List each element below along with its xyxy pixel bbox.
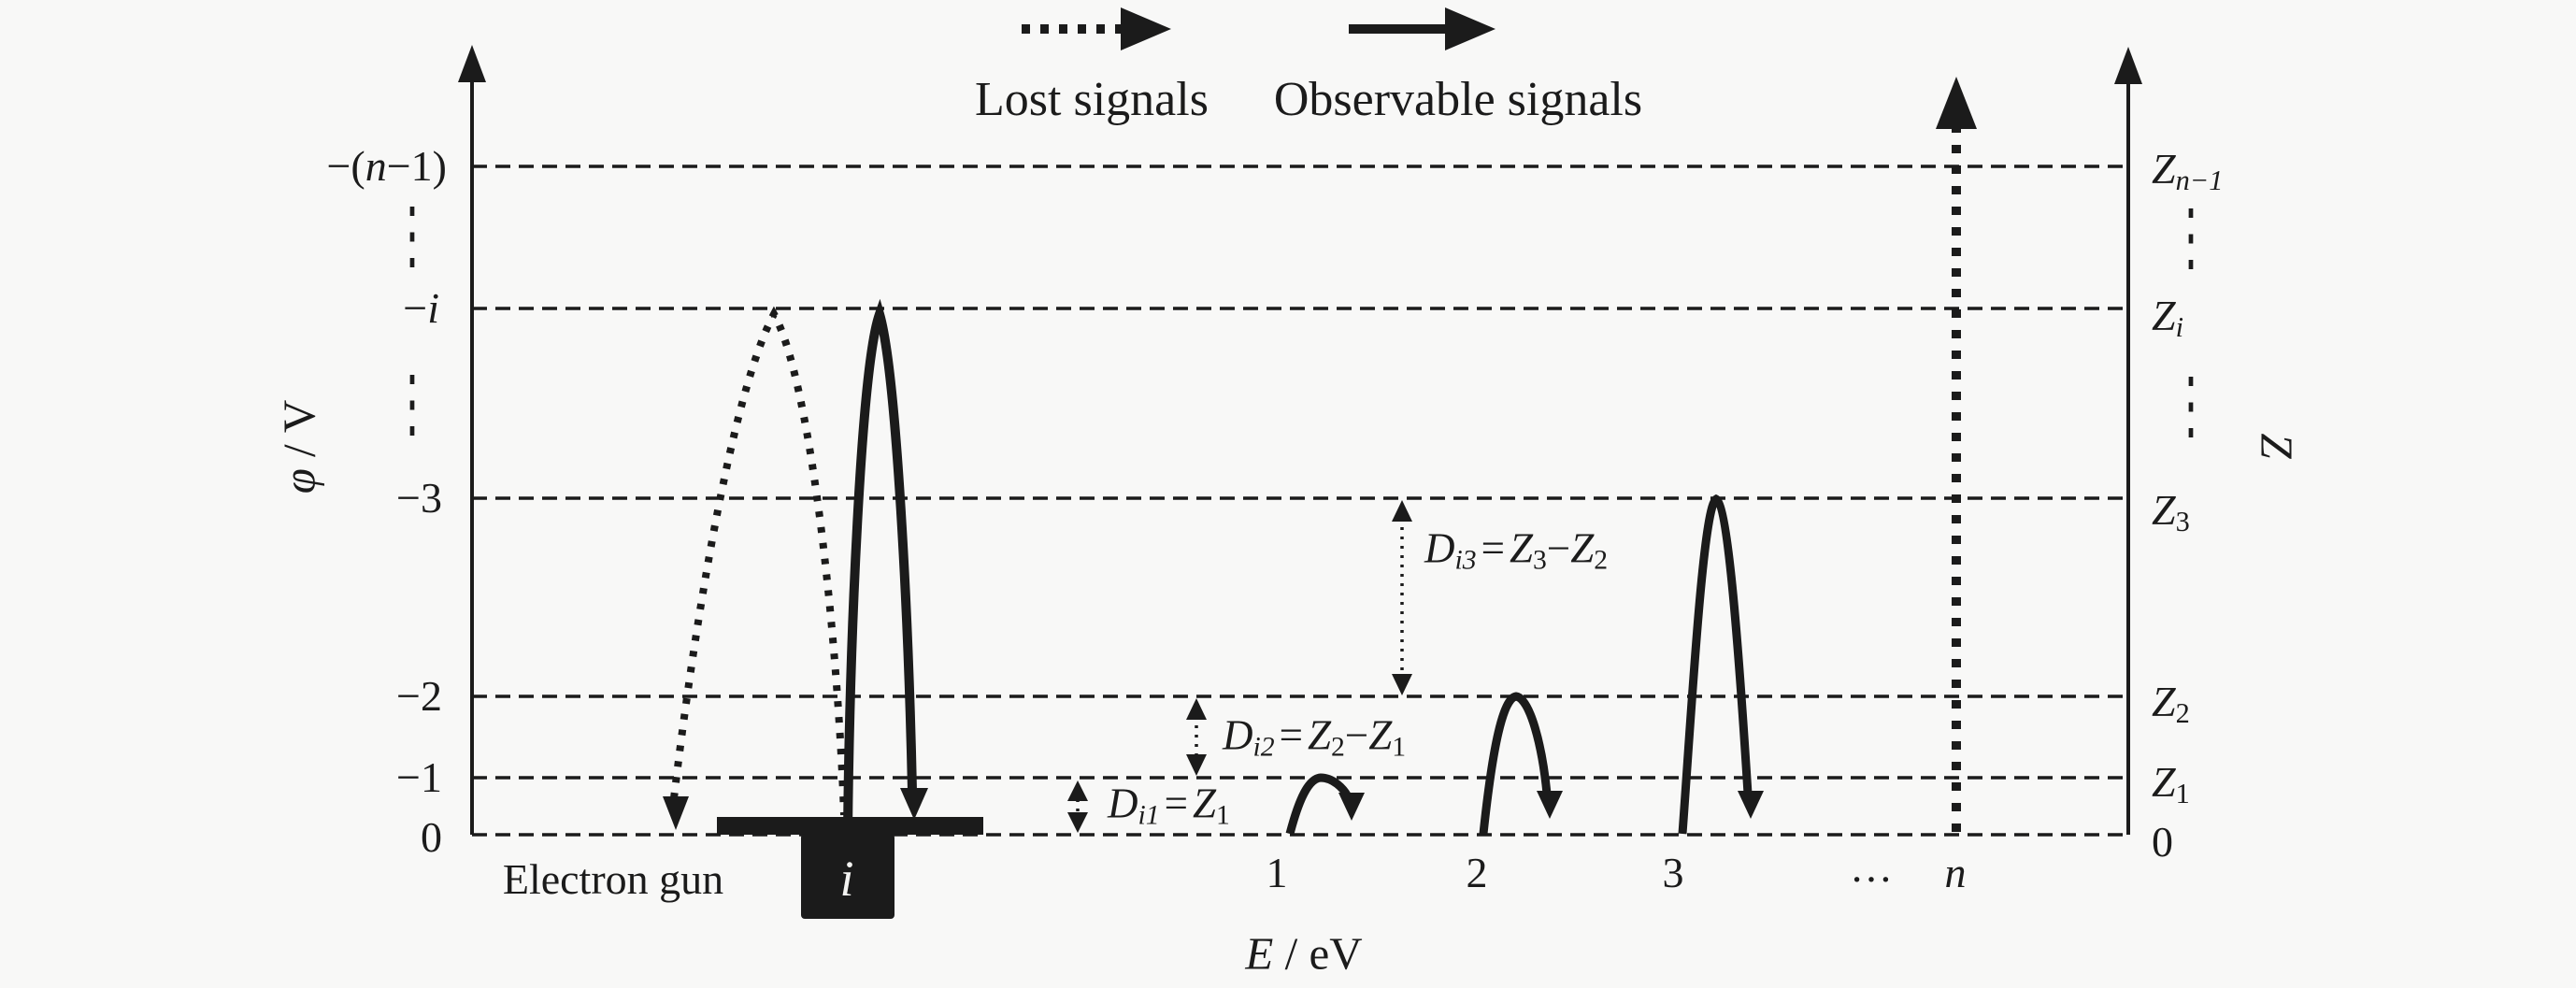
gun-channel-i-label: i — [839, 851, 854, 907]
left-tick-neg-n1-pre: −( — [326, 142, 365, 190]
right-axis-ellipsis-upper: ⋮ — [2169, 194, 2212, 279]
observable-peak-3 — [1678, 494, 1753, 835]
annotation-d3-minus: − — [1546, 524, 1571, 572]
annotation-d1-eq: = — [1164, 780, 1188, 827]
bottom-axis-title: E / eV — [1245, 931, 1362, 977]
right-tick-z-2-sub: 2 — [2175, 696, 2190, 729]
right-tick-z-i: Zi — [2152, 292, 2183, 341]
electron-gun-bar — [717, 817, 983, 835]
observable-peak-2 — [1479, 692, 1552, 835]
right-tick-z-3-symbol: Z — [2152, 486, 2176, 534]
d3-measure-arrowhead-up — [1392, 500, 1412, 522]
d3-measure-arrowhead-down — [1392, 674, 1412, 695]
legend-lost-arrowhead — [1121, 7, 1171, 50]
d1-measure-arrowhead-down — [1067, 812, 1088, 833]
left-tick-neg-i-var: i — [427, 284, 439, 332]
left-axis-title-unit: / V — [273, 399, 325, 469]
observable-peak-3-arrowhead — [1738, 791, 1764, 819]
right-tick-z-1-sub: 1 — [2175, 777, 2190, 809]
left-tick-zero: 0 — [421, 813, 442, 861]
right-tick-z-n1-symbol: Z — [2152, 145, 2176, 193]
left-tick-neg-2: −2 — [396, 672, 442, 720]
left-axis-title: φ / V — [273, 399, 325, 494]
d1-measure-arrowhead-up — [1067, 780, 1088, 801]
annotation-d3-D-sub: i3 — [1454, 545, 1477, 576]
bottom-tick-ellipsis: … — [1850, 843, 1893, 891]
legend-observable-label: Observable signals — [1273, 73, 1643, 126]
lost-signal-curve-i — [670, 306, 848, 816]
left-tick-neg-i-pre: − — [403, 284, 428, 332]
annotation-d2-D: D — [1223, 711, 1253, 759]
right-tick-zero: 0 — [2152, 818, 2173, 866]
annotation-d2-eq: = — [1279, 711, 1303, 759]
bottom-tick-3: 3 — [1662, 849, 1684, 896]
left-tick-neg-n1: −(n−1) — [326, 145, 447, 188]
left-tick-neg-3: −3 — [396, 474, 442, 522]
right-tick-z-3: Z3 — [2152, 486, 2190, 536]
observable-signal-curve-i-arrowhead — [900, 788, 928, 820]
annotation-d1-D-sub: i1 — [1138, 800, 1160, 831]
annotation-d2-minus: − — [1344, 711, 1369, 759]
annotation-d2-Zb-sub: 1 — [1392, 732, 1407, 763]
right-tick-z-2-symbol: Z — [2152, 678, 2176, 725]
left-tick-neg-1: −1 — [396, 753, 442, 801]
observable-peak-1-arrowhead — [1338, 793, 1365, 821]
bottom-tick-1: 1 — [1266, 849, 1288, 896]
annotation-d2-Zb: Z — [1368, 711, 1393, 759]
right-tick-z-3-sub: 3 — [2175, 505, 2190, 537]
left-axis-ellipsis-upper: ⋮ — [391, 193, 434, 277]
right-tick-z-i-sub: i — [2175, 310, 2184, 343]
left-axis-arrowhead — [458, 45, 486, 82]
lost-signal-n-arrowhead — [1936, 77, 1977, 129]
bottom-axis-title-unit: / eV — [1273, 927, 1363, 980]
left-tick-neg-i: −i — [403, 287, 439, 330]
annotation-d1: Di1 = Z1 — [1108, 780, 1230, 829]
left-axis-title-symbol: φ — [273, 468, 325, 494]
right-axis-title: Z — [2251, 433, 2303, 459]
d2-measure-arrowhead-down — [1186, 754, 1207, 776]
left-tick-neg-n1-var: n — [365, 142, 387, 190]
lost-signal-curve-i-arrowhead — [663, 796, 689, 830]
annotation-d2-D-sub: i2 — [1252, 732, 1275, 763]
annotation-d1-Za: Z — [1192, 780, 1217, 827]
annotation-d3-Zb-sub: 2 — [1594, 545, 1609, 576]
legend-observable-arrowhead — [1445, 7, 1496, 50]
annotation-d3-Za: Z — [1509, 524, 1534, 572]
legend-lost-label: Lost signals — [975, 73, 1209, 126]
bottom-tick-n: n — [1944, 849, 1967, 896]
right-tick-z-i-symbol: Z — [2152, 292, 2176, 339]
annotation-d3-eq: = — [1481, 524, 1505, 572]
annotation-d3-Zb: Z — [1570, 524, 1595, 572]
right-tick-z-n1-sub: n−1 — [2175, 164, 2224, 196]
left-tick-neg-n1-post: −1) — [386, 142, 447, 190]
right-axis-ellipsis-lower: ⋮ — [2169, 363, 2212, 447]
bottom-axis-title-symbol: E — [1245, 927, 1274, 980]
left-axis-ellipsis-lower: ⋮ — [391, 361, 434, 445]
annotation-d3-Za-sub: 3 — [1533, 545, 1547, 576]
bottom-tick-2: 2 — [1466, 849, 1488, 896]
annotation-d2: Di2 = Z2−Z1 — [1223, 711, 1406, 761]
right-tick-z-n1: Zn−1 — [2152, 145, 2223, 194]
annotation-d2-Za: Z — [1307, 711, 1332, 759]
observable-signal-curve-i — [843, 298, 917, 835]
electron-gun-label: Electron gun — [502, 855, 724, 903]
observable-peak-1 — [1285, 773, 1352, 836]
observable-peak-2-arrowhead — [1537, 791, 1563, 819]
right-tick-z-2: Z2 — [2152, 678, 2190, 727]
annotation-d3: Di3 = Z3−Z2 — [1424, 524, 1608, 574]
annotation-d1-D: D — [1108, 780, 1138, 827]
annotation-d2-Za-sub: 2 — [1331, 732, 1345, 763]
annotation-d3-D: D — [1424, 524, 1455, 572]
right-tick-z-1-symbol: Z — [2152, 758, 2176, 806]
right-axis-arrowhead — [2114, 47, 2142, 84]
annotation-d1-Za-sub: 1 — [1216, 800, 1230, 831]
right-tick-z-1: Z1 — [2152, 758, 2190, 808]
d2-measure-arrowhead-up — [1186, 698, 1207, 720]
electron-gun-block — [801, 834, 894, 919]
